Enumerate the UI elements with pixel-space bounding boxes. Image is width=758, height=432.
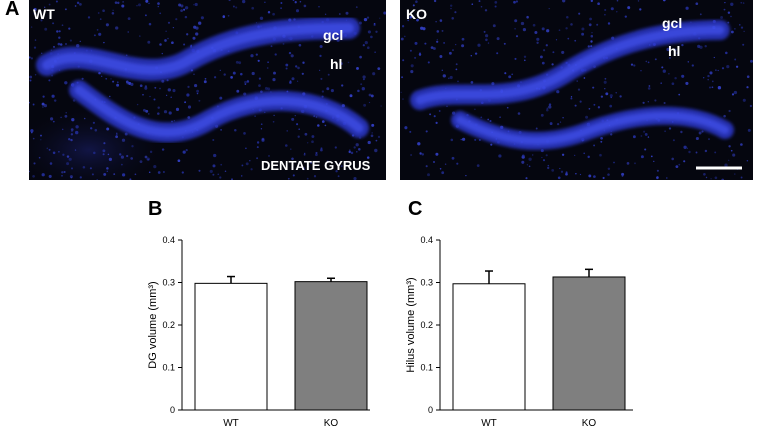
bar-wt (194, 282, 268, 411)
bar-ko (552, 276, 626, 411)
y-tick-label: 0.3 (420, 278, 433, 288)
hl-label-wt: hl (330, 56, 343, 72)
y-tick-label: 0 (170, 405, 175, 415)
bar-wt (452, 283, 526, 411)
x-tick-label: WT (481, 418, 497, 427)
x-tick-label: KO (582, 418, 597, 427)
y-axis-label: Hilus volume (mm³) (405, 277, 417, 372)
genotype-label-wt: WT (33, 6, 55, 22)
y-tick-label: 0.1 (420, 363, 433, 373)
region-title-label: DENTATE GYRUS (261, 158, 371, 173)
micrograph-ko: KO gcl hl (400, 0, 753, 180)
y-tick-label: 0 (428, 405, 433, 415)
dentate-gyrus-image-ko (400, 0, 753, 180)
gcl-label-wt: gcl (323, 27, 344, 43)
panel-label-b: B (148, 198, 163, 220)
x-tick-label: KO (324, 418, 339, 427)
dentate-gyrus-image-wt (29, 0, 386, 180)
y-tick-label: 0.2 (162, 320, 175, 330)
y-tick-label: 0.3 (162, 278, 175, 288)
x-tick-label: WT (223, 418, 239, 427)
granule-cell-layer-wt (36, 17, 369, 143)
y-tick-label: 0.4 (162, 235, 175, 245)
micrograph-wt: WT gcl hl DENTATE GYRUS (29, 0, 386, 180)
panel-label-a: A (5, 0, 20, 20)
panel-label-c: C (408, 198, 423, 220)
chart-dg-volume: 0 0.1 0.2 0.3 0.4 DG volume (mm³) WT KO (140, 225, 375, 429)
gcl-label-ko: gcl (662, 15, 683, 31)
y-tick-label: 0.2 (420, 320, 433, 330)
genotype-label-ko: KO (406, 6, 427, 22)
chart-c-svg: 0 0.1 0.2 0.3 0.4 Hilus volume (mm³) WT KO (405, 235, 633, 429)
chart-b-svg: 0 0.1 0.2 0.3 0.4 DG volume (mm³) WT KO (147, 235, 370, 429)
chart-hilus-volume: 0 0.1 0.2 0.3 0.4 Hilus volume (mm³) WT KO (398, 225, 638, 429)
y-axis-label: DG volume (mm³) (147, 281, 159, 368)
y-tick-label: 0.4 (420, 235, 433, 245)
bar-ko (294, 281, 368, 411)
granule-cell-layer-ko (410, 20, 734, 150)
y-tick-label: 0.1 (162, 363, 175, 373)
hl-label-ko: hl (668, 43, 681, 59)
scattered-nuclei-ko (400, 0, 753, 180)
